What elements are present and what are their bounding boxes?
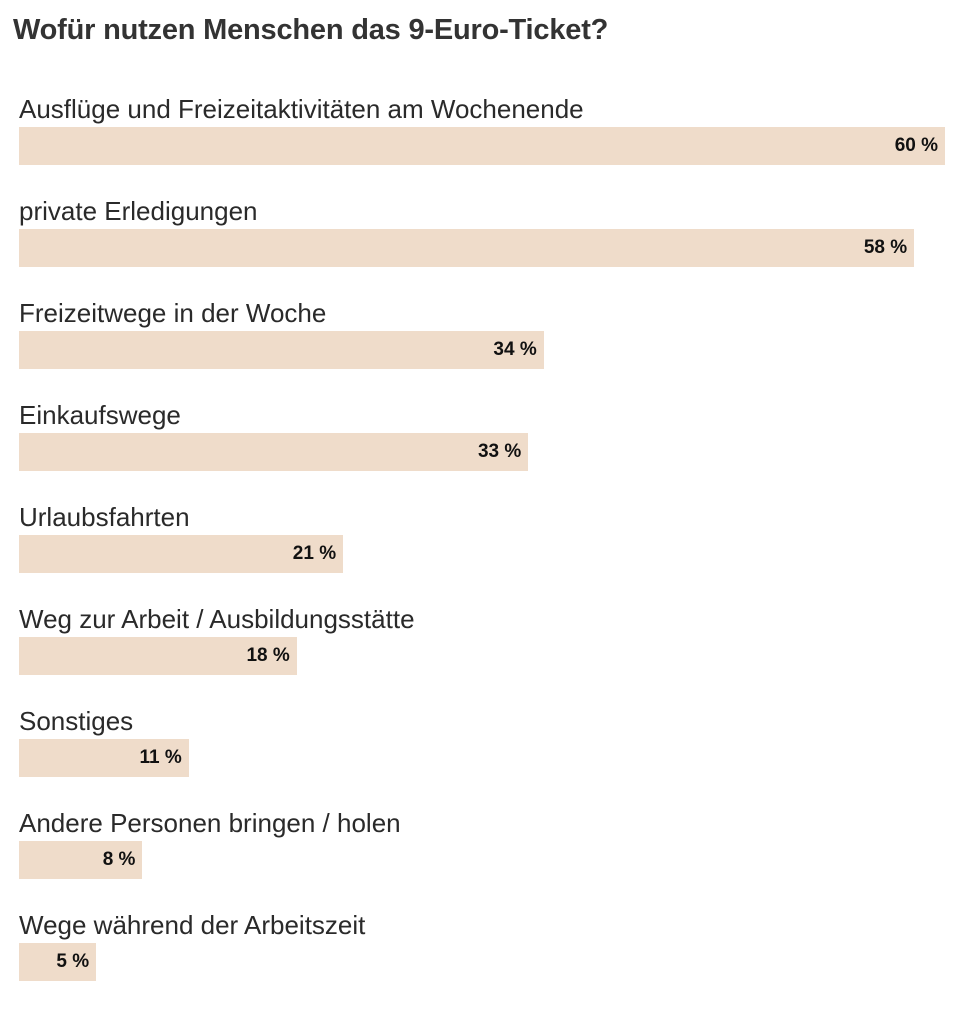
category-label: Einkaufswege [19, 400, 181, 430]
category-label: Andere Personen bringen / holen [19, 808, 401, 838]
category-label: Wege während der Arbeitszeit [19, 910, 366, 940]
data-label: 11 % [139, 747, 182, 768]
data-label: 5 % [56, 951, 90, 972]
category-label: Sonstiges [19, 706, 134, 736]
data-label: 34 % [493, 339, 537, 360]
bar-row: private Erledigungen 58 % [19, 194, 945, 296]
bar-track: 8 % [19, 841, 945, 879]
bar-track: 21 % [19, 535, 945, 573]
bar: 58 % [19, 229, 915, 267]
category-label: Freizeitwege in der Woche [19, 298, 327, 328]
bar-track: 58 % [19, 229, 945, 267]
data-label: 60 % [894, 135, 938, 156]
category-label: Weg zur Arbeit / Ausbildungsstätte [19, 604, 415, 634]
bar-track: 34 % [19, 331, 945, 369]
bar-row: Einkaufswege 33 % [19, 398, 945, 500]
bar: 21 % [19, 535, 344, 573]
category-label: private Erledigungen [19, 196, 258, 226]
data-label: 18 % [246, 645, 290, 666]
bar-track: 60 % [19, 127, 945, 165]
bar: 60 % [19, 127, 945, 165]
bar: 33 % [19, 433, 529, 471]
bar-row: Andere Personen bringen / holen 8 % [19, 806, 945, 908]
bar-track: 33 % [19, 433, 945, 471]
bar: 18 % [19, 637, 297, 675]
bar-row: Urlaubsfahrten 21 % [19, 500, 945, 602]
bar: 34 % [19, 331, 544, 369]
data-label: 21 % [292, 543, 337, 564]
bar: 11 % [19, 739, 189, 777]
chart-title: Wofür nutzen Menschen das 9-Euro-Ticket? [13, 14, 609, 46]
bar-track: 5 % [19, 943, 945, 981]
bar-row: Ausflüge und Freizeitaktivitäten am Woch… [19, 92, 945, 194]
data-label: 8 % [102, 849, 136, 870]
category-label: Urlaubsfahrten [19, 502, 190, 532]
bar-chart: Ausflüge und Freizeitaktivitäten am Woch… [19, 92, 945, 1010]
data-label: 58 % [863, 237, 908, 258]
bar: 8 % [19, 841, 143, 879]
bar: 5 % [19, 943, 97, 981]
bar-row: Wege während der Arbeitszeit 5 % [19, 908, 945, 1010]
bar-track: 11 % [19, 739, 945, 777]
bar-row: Weg zur Arbeit / Ausbildungsstätte 18 % [19, 602, 945, 704]
data-label: 33 % [477, 441, 522, 462]
bar-track: 18 % [19, 637, 945, 675]
category-label: Ausflüge und Freizeitaktivitäten am Woch… [19, 94, 584, 124]
bar-row: Sonstiges 11 % [19, 704, 945, 806]
bar-row: Freizeitwege in der Woche 34 % [19, 296, 945, 398]
